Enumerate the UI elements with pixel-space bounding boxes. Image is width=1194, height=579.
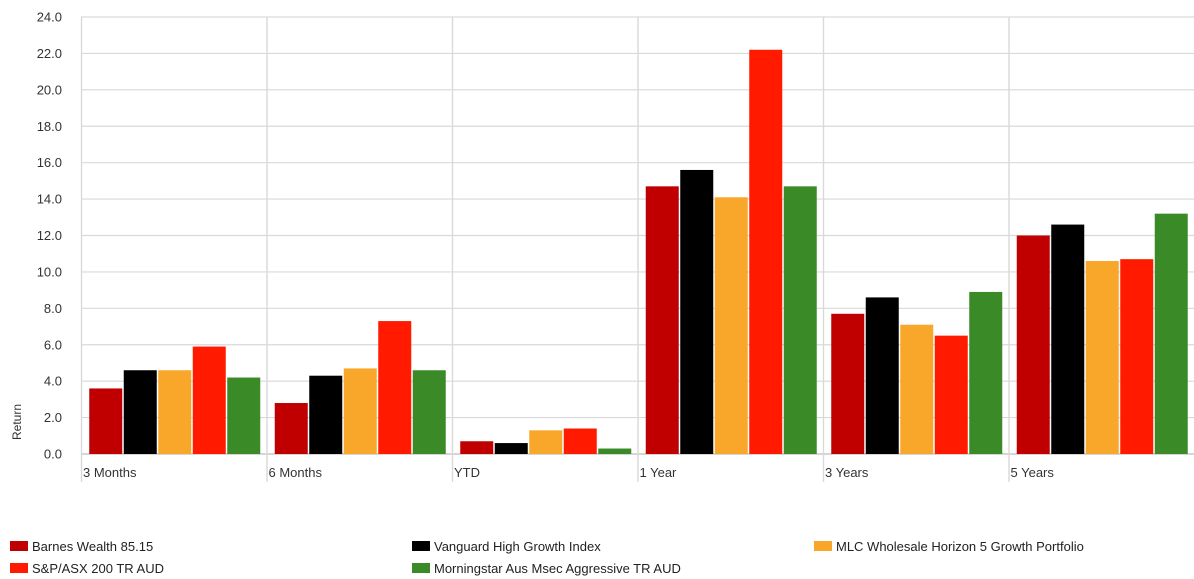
bar — [934, 335, 968, 454]
legend-swatch — [10, 541, 28, 551]
y-tick-label: 0.0 — [44, 447, 62, 462]
bar — [460, 441, 494, 454]
x-category-label: 3 Years — [825, 465, 869, 480]
y-axis-tick-labels: 0.0 2.0 4.0 6.0 8.0 10.0 12.0 14.0 16.0 18.0 20.0 2… — [37, 10, 62, 462]
y-tick-label: 6.0 — [44, 337, 62, 352]
y-tick-label: 10.0 — [37, 264, 62, 279]
legend-label: Morningstar Aus Msec Aggressive TR AUD — [434, 560, 681, 576]
legend-label: Vanguard High Growth Index — [434, 538, 601, 554]
y-tick-label: 12.0 — [37, 228, 62, 243]
bar — [1016, 235, 1050, 454]
legend-item: S&P/ASX 200 TR AUD — [10, 559, 164, 577]
legend-label: Barnes Wealth 85.15 — [32, 538, 154, 554]
bar — [309, 375, 343, 454]
y-tick-label: 20.0 — [37, 82, 62, 97]
legend-swatch — [814, 541, 832, 551]
bar — [783, 186, 817, 454]
x-category-label: 3 Months — [83, 465, 137, 480]
bar — [1051, 224, 1085, 454]
bar — [343, 368, 377, 454]
legend-swatch — [412, 541, 430, 551]
bar — [192, 346, 226, 454]
y-tick-label: 8.0 — [44, 301, 62, 316]
bar-chart: 0.0 2.0 4.0 6.0 8.0 10.0 12.0 14.0 16.0 18.0 20.0 2… — [10, 10, 1194, 482]
bar — [378, 321, 412, 454]
y-tick-label: 14.0 — [37, 192, 62, 207]
legend: Barnes Wealth 85.15 Vanguard High Growth … — [0, 532, 1194, 579]
bar — [645, 186, 679, 454]
legend-item: Vanguard High Growth Index — [412, 537, 601, 555]
bar — [1085, 260, 1119, 454]
bar — [714, 197, 748, 454]
legend-swatch — [412, 563, 430, 573]
bar — [529, 430, 563, 454]
bar — [89, 388, 123, 454]
legend-item: Morningstar Aus Msec Aggressive TR AUD — [412, 559, 681, 577]
bar — [1120, 259, 1154, 454]
y-tick-label: 18.0 — [37, 119, 62, 134]
x-category-label: 1 Year — [640, 465, 678, 480]
legend-swatch — [10, 563, 28, 573]
y-tick-label: 24.0 — [37, 10, 62, 25]
y-axis-title: Return — [10, 404, 24, 440]
bar — [865, 297, 899, 454]
bar — [274, 403, 308, 454]
bar — [412, 370, 446, 454]
bar — [563, 428, 597, 454]
legend-label: MLC Wholesale Horizon 5 Growth Portfolio — [836, 538, 1084, 554]
x-axis-category-labels: 3 Months 6 Months YTD 1 Year 3 Years 5 Years — [83, 465, 1054, 480]
bar — [831, 313, 865, 454]
bar — [158, 370, 192, 454]
legend-item: Barnes Wealth 85.15 — [10, 537, 153, 555]
x-category-label: 6 Months — [269, 465, 323, 480]
y-tick-label: 4.0 — [44, 374, 62, 389]
bar — [680, 169, 714, 454]
y-tick-label: 16.0 — [37, 155, 62, 170]
bar — [749, 49, 783, 455]
y-tick-label: 2.0 — [44, 410, 62, 425]
gridlines — [80, 16, 1194, 482]
bar — [123, 370, 157, 454]
bar — [227, 377, 261, 454]
bar — [969, 291, 1003, 454]
bar — [598, 448, 632, 454]
y-tick-label: 22.0 — [37, 46, 62, 61]
bar — [494, 443, 528, 454]
x-category-label: 5 Years — [1011, 465, 1055, 480]
legend-label: S&P/ASX 200 TR AUD — [32, 560, 164, 576]
bar — [900, 324, 934, 454]
x-category-label: YTD — [454, 465, 480, 480]
bars — [89, 49, 1188, 455]
legend-item: MLC Wholesale Horizon 5 Growth Portfolio — [814, 537, 1084, 555]
bar — [1154, 213, 1188, 454]
